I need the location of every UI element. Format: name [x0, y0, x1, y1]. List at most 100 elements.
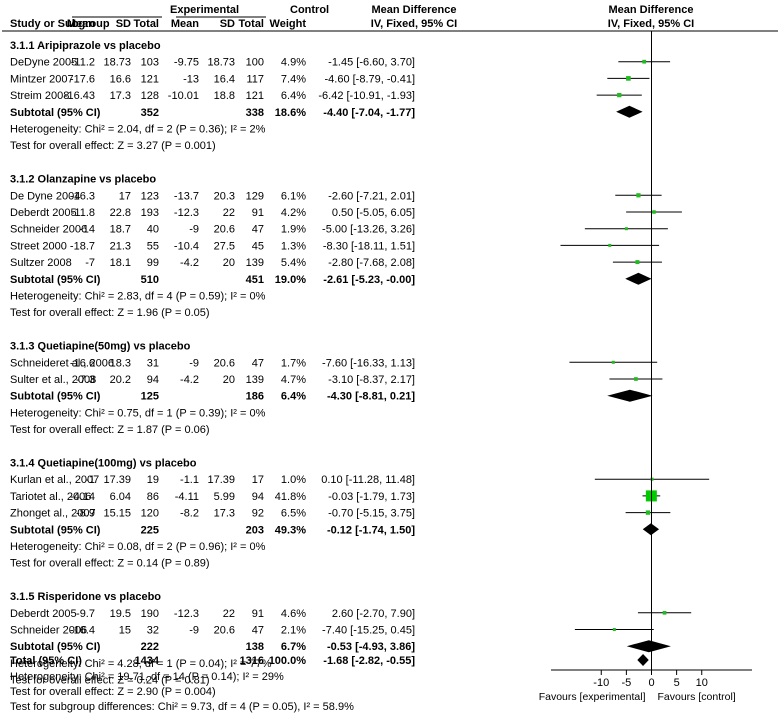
weight: 4.2%: [281, 207, 306, 219]
subtotal-diamond: [607, 389, 653, 402]
ctl-mean: -10.4: [174, 240, 199, 252]
study-or-subgroup-header: Study or Subgroup: [10, 18, 110, 30]
ctl-sd: 18.8: [214, 90, 235, 102]
subtotal-ctl-total: 138: [246, 641, 264, 653]
ctl-mean: -1.1: [180, 474, 199, 486]
ctl-sd: 17.39: [207, 474, 235, 486]
study-point: [652, 210, 656, 214]
weight: 6.4%: [281, 90, 306, 102]
weight: 7.4%: [281, 73, 306, 85]
subtotal-exp-total: 225: [141, 524, 159, 536]
study-point: [624, 227, 628, 231]
subtotal-diamond: [626, 640, 671, 653]
subtotal-ci-text: -4.40 [-7.04, -1.77]: [323, 107, 415, 119]
heterogeneity-text: Heterogeneity: Chi² = 4.28, df = 1 (P = …: [10, 658, 272, 670]
ctl-mean: -12.3: [174, 608, 199, 620]
subtotal-exp-total: 510: [141, 274, 159, 286]
favours-control-label: Favours [control]: [658, 691, 736, 703]
heterogeneity-text: Heterogeneity: Chi² = 0.08, df = 2 (P = …: [10, 541, 266, 553]
heterogeneity-text: Heterogeneity: Chi² = 0.75, df = 1 (P = …: [10, 407, 266, 419]
ci-text: -1.45 [-6.60, 3.70]: [328, 57, 415, 69]
exp-sd: 15.15: [103, 508, 131, 520]
subgroup-title: 3.1.5 Risperidone vs placebo: [10, 591, 161, 603]
ctl-total: 91: [252, 207, 264, 219]
mean-difference-header: Mean Difference: [372, 4, 457, 16]
exp-total-header: Total: [134, 18, 159, 30]
study-point: [645, 510, 651, 515]
ctl-mean: -4.11: [175, 491, 199, 503]
exp-sd: 21.3: [110, 240, 131, 252]
weight: 2.1%: [281, 625, 306, 637]
exp-mean: -7.3: [76, 374, 95, 386]
ctl-mean: -4.2: [180, 374, 199, 386]
subgroup-differences-text: Test for subgroup differences: Chi² = 9.…: [10, 701, 354, 713]
ctl-mean: -9.75: [174, 57, 199, 69]
overall-effect-text: Test for overall effect: Z = 1.87 (P = 0…: [10, 424, 210, 436]
study-name: Tariotet al., 2006: [10, 491, 91, 503]
ci-text: -7.60 [-16.33, 1.13]: [322, 357, 415, 369]
subtotal-weight: 6.7%: [281, 641, 306, 653]
ctl-total: 17: [252, 474, 264, 486]
study-name: Schneider 2006: [10, 625, 87, 637]
study-name: Streim 2008: [10, 90, 69, 102]
ctl-total: 121: [246, 90, 264, 102]
exp-sd: 17: [119, 190, 131, 202]
ci-text: -8.30 [-18.11, 1.51]: [323, 240, 415, 252]
study-name: Deberdt 2005: [10, 207, 77, 219]
ctl-total: 129: [246, 190, 264, 202]
ci-text: -6.42 [-10.91, -1.93]: [318, 90, 415, 102]
favours-experimental-label: Favours [experimental]: [539, 691, 646, 703]
subgroup-title: 3.1.2 Olanzapine vs placebo: [10, 174, 156, 186]
total-heterogeneity-text: Heterogeneity: Chi² = 19.71, df = 14 (P …: [10, 671, 284, 683]
exp-mean: -11.2: [71, 57, 95, 69]
experimental-header: Experimental: [170, 4, 239, 16]
exp-total: 99: [147, 257, 159, 269]
subtotal-ctl-total: 451: [246, 274, 264, 286]
study-name: Sulter et al., 2008: [10, 374, 96, 386]
weight: 41.8%: [275, 491, 306, 503]
ctl-sd: 20.6: [214, 357, 235, 369]
subtotal-weight: 49.3%: [275, 524, 306, 536]
ctl-sd: 16.4: [214, 73, 235, 85]
ctl-mean: -10.01: [168, 90, 199, 102]
overall-effect-text: Test for overall effect: Z = 0.14 (P = 0…: [10, 558, 210, 570]
subtotal-ctl-total: 203: [246, 524, 264, 536]
subtotal-label: Subtotal (95% CI): [10, 524, 101, 536]
ci-text: 0.50 [-5.05, 6.05]: [332, 207, 415, 219]
subtotal-ci-text: -4.30 [-8.81, 0.21]: [327, 391, 415, 403]
weight: 4.7%: [281, 374, 306, 386]
ci-text: 0.10 [-11.28, 11.48]: [321, 474, 415, 486]
ci-text: -2.80 [-7.68, 2.08]: [328, 257, 415, 269]
exp-total: 193: [141, 207, 159, 219]
heterogeneity-text: Heterogeneity: Chi² = 2.83, df = 4 (P = …: [10, 291, 266, 303]
study-point: [634, 377, 638, 381]
subtotal-exp-total: 222: [141, 641, 159, 653]
exp-sd: 19.5: [110, 608, 131, 620]
ctl-mean: -13.7: [174, 190, 199, 202]
exp-total: 103: [141, 57, 159, 69]
ctl-mean: -8.2: [180, 508, 199, 520]
exp-mean: -4.14: [70, 491, 95, 503]
total-exp-total: 1434: [135, 655, 160, 667]
exp-sd: 17.3: [110, 90, 131, 102]
exp-total: 31: [147, 357, 159, 369]
ctl-sd: 20: [223, 257, 235, 269]
study-name: Kurlan et al., 2007: [10, 474, 99, 486]
study-name: Zhonget al., 2007: [10, 508, 96, 520]
ctl-total: 94: [252, 491, 264, 503]
subtotal-diamond: [616, 105, 643, 118]
ctl-sd: 18.73: [207, 57, 235, 69]
ctl-total: 139: [246, 374, 264, 386]
ctl-mean: -9: [189, 224, 199, 236]
weight: 4.6%: [281, 608, 306, 620]
exp-mean: -16.4: [70, 625, 95, 637]
exp-total: 190: [141, 608, 159, 620]
exp-total: 94: [147, 374, 159, 386]
exp-total: 86: [147, 491, 159, 503]
study-name: Street 2000: [10, 240, 67, 252]
ctl-mean: -9: [189, 357, 199, 369]
overall-effect-text: Test for overall effect: Z = 1.96 (P = 0…: [10, 307, 210, 319]
subgroup-title: 3.1.4 Quetiapine(100mg) vs placebo: [10, 458, 197, 470]
subtotal-weight: 19.0%: [275, 274, 306, 286]
subgroup-title: 3.1.1 Aripiprazole vs placebo: [10, 40, 161, 52]
